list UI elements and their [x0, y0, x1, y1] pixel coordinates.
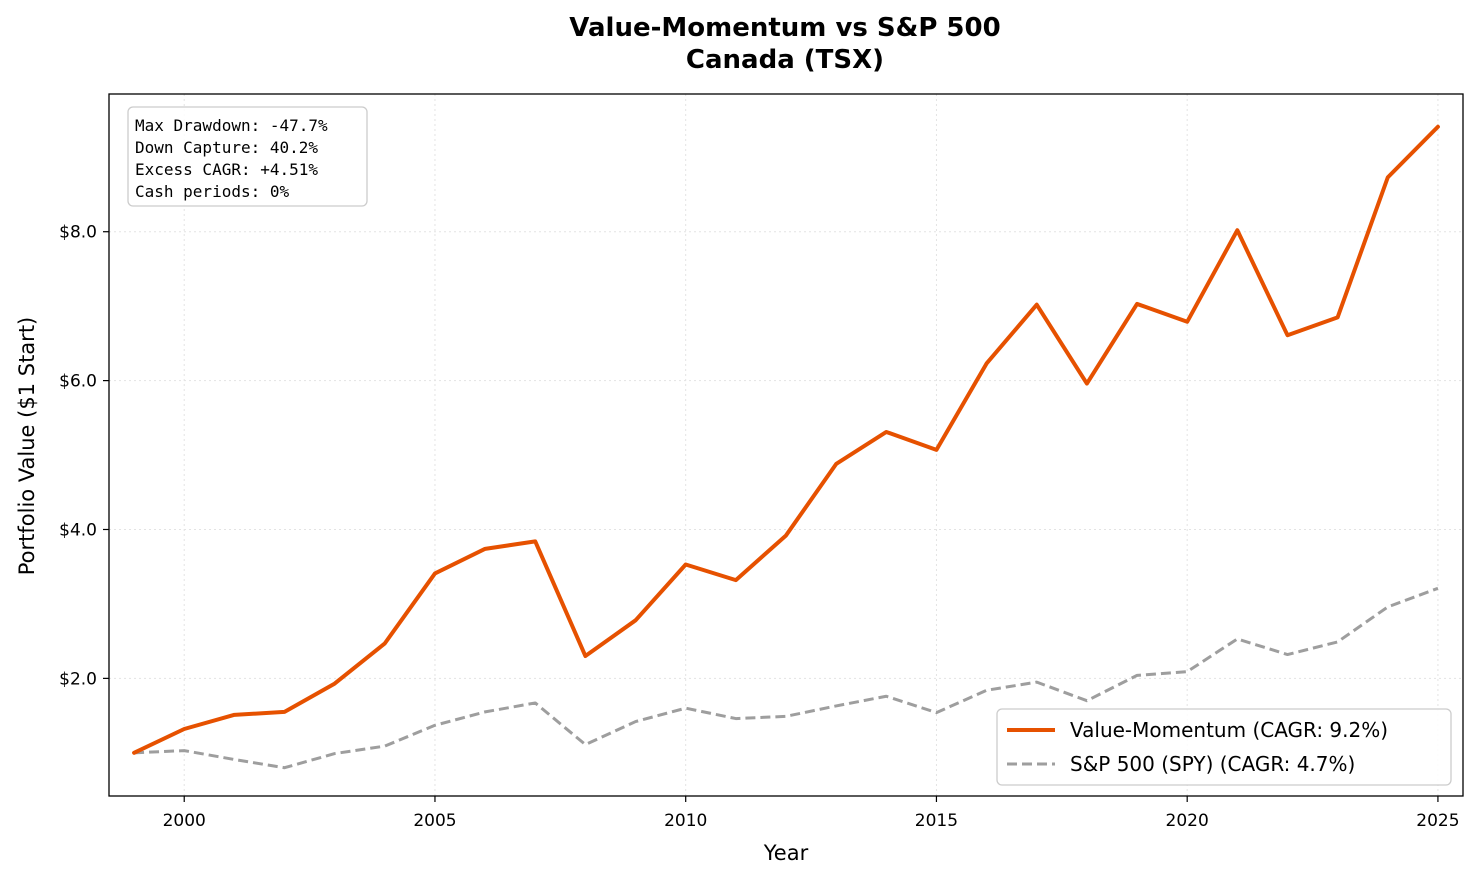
chart-title: Value-Momentum vs S&P 500 [569, 13, 1000, 43]
legend: Value-Momentum (CAGR: 9.2%) S&P 500 (SPY… [996, 708, 1452, 786]
x-tick-label: 2025 [1416, 811, 1459, 831]
y-tick-label: $4.0 [59, 520, 97, 540]
series-layer [132, 124, 1440, 770]
x-tick-label: 2000 [163, 811, 206, 831]
stats-down-capture: Down Capture: 40.2% [135, 138, 318, 157]
y-axis-label: Portfolio Value ($1 Start) [15, 317, 39, 576]
x-tick-label: 2010 [664, 811, 707, 831]
plot-frame [108, 93, 1464, 797]
grid-layer [109, 94, 1463, 796]
x-tick-label: 2015 [915, 811, 958, 831]
stats-max-drawdown: Max Drawdown: -47.7% [135, 116, 328, 135]
x-axis-label: Year [763, 841, 809, 865]
legend-frame [996, 708, 1452, 786]
y-tick-label: $6.0 [59, 372, 97, 392]
series-line-value-momentum [132, 124, 1440, 755]
stats-cash-periods: Cash periods: 0% [135, 182, 289, 201]
axis-layer: 2000 2005 2010 2015 2020 2025 $2.0 $4.0 $6.0 $8.0 [59, 223, 1459, 831]
legend-label-sp500: S&P 500 (SPY) (CAGR: 4.7%) [1070, 752, 1355, 776]
x-tick-label: 2005 [413, 811, 456, 831]
stats-box: Max Drawdown: -47.7% Down Capture: 40.2%… [127, 106, 368, 207]
legend-label-value-momentum: Value-Momentum (CAGR: 9.2%) [1070, 718, 1388, 742]
series-line-sp500 [134, 586, 1439, 770]
y-tick-label: $8.0 [59, 223, 97, 243]
x-tick-label: 2020 [1166, 811, 1209, 831]
y-tick-label: $2.0 [59, 669, 97, 689]
chart-subtitle: Canada (TSX) [686, 45, 884, 75]
stats-excess-cagr: Excess CAGR: +4.51% [135, 160, 318, 179]
stats-box-frame [127, 106, 368, 207]
